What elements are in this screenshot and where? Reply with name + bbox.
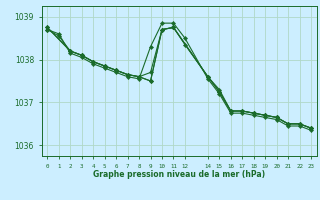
X-axis label: Graphe pression niveau de la mer (hPa): Graphe pression niveau de la mer (hPa)	[93, 170, 265, 179]
